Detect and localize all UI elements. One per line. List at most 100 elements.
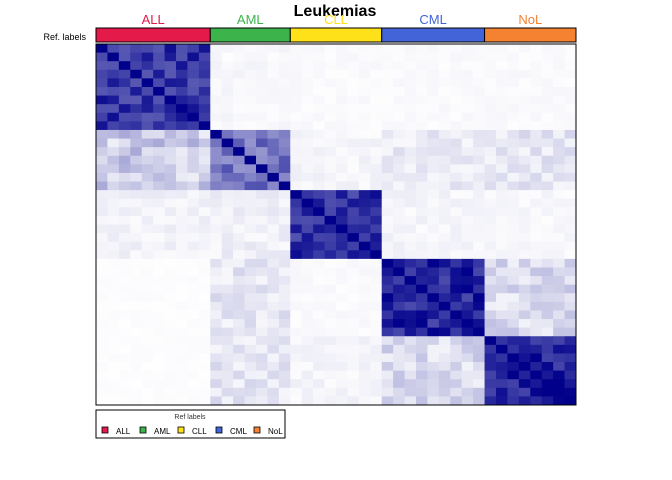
heatmap-cell xyxy=(336,370,348,380)
heatmap-cell xyxy=(118,284,131,294)
heatmap-cell xyxy=(496,336,508,346)
heatmap-cell xyxy=(233,250,245,260)
heatmap-cell xyxy=(507,250,520,260)
heatmap-cell xyxy=(461,121,474,131)
heatmap-cell xyxy=(324,61,337,71)
heatmap-cell xyxy=(427,301,440,311)
heatmap-cell xyxy=(530,336,543,346)
heatmap-cell xyxy=(278,95,291,105)
group-bar-aml xyxy=(209,27,291,43)
heatmap-cell xyxy=(313,95,325,105)
heatmap-cell xyxy=(496,327,508,337)
heatmap-cell xyxy=(450,387,463,397)
heatmap-cell xyxy=(267,370,280,380)
heatmap-cell xyxy=(267,241,280,251)
heatmap-cell xyxy=(187,353,200,363)
heatmap-cell xyxy=(96,69,108,79)
heatmap-cell xyxy=(301,52,314,62)
heatmap-cell xyxy=(450,344,463,354)
heatmap-cell xyxy=(290,250,303,260)
heatmap-cell xyxy=(301,104,314,114)
heatmap-cell xyxy=(358,78,371,88)
heatmap-cell xyxy=(518,233,531,243)
heatmap-cell xyxy=(370,370,383,380)
heatmap-cell xyxy=(553,387,565,397)
heatmap-cell xyxy=(164,44,177,53)
heatmap-cell xyxy=(256,121,268,131)
heatmap-cell xyxy=(518,198,531,208)
heatmap-cell xyxy=(450,147,463,157)
heatmap-cell xyxy=(256,52,268,62)
heatmap-cell xyxy=(347,69,360,79)
heatmap-cell xyxy=(496,44,508,53)
heatmap-cell xyxy=(278,129,291,139)
heatmap-cell xyxy=(313,172,325,182)
heatmap-cell xyxy=(438,61,451,71)
heatmap-cell xyxy=(96,95,108,105)
heatmap-cell xyxy=(358,233,371,243)
heatmap-cell xyxy=(427,138,440,148)
heatmap-cell xyxy=(301,301,314,311)
heatmap-cell xyxy=(496,181,508,191)
heatmap-cell xyxy=(381,198,394,208)
heatmap-cell xyxy=(393,138,405,148)
heatmap-cell xyxy=(130,353,143,363)
heatmap-cell xyxy=(484,104,497,114)
heatmap-cell xyxy=(358,258,371,268)
heatmap-cell xyxy=(450,78,463,88)
heatmap-cell xyxy=(473,336,485,346)
heatmap-cell xyxy=(404,336,417,346)
heatmap-cell xyxy=(404,258,417,268)
heatmap-cell xyxy=(381,164,394,174)
heatmap-cell xyxy=(393,267,405,277)
heatmap-cell xyxy=(244,52,257,62)
heatmap-cell xyxy=(427,104,440,114)
heatmap-cell xyxy=(210,336,223,346)
heatmap-cell xyxy=(210,353,223,363)
heatmap-cell xyxy=(427,379,440,389)
heatmap-cell xyxy=(290,129,303,139)
heatmap-cell xyxy=(164,52,177,62)
heatmap-cell xyxy=(347,147,360,157)
heatmap-cell xyxy=(221,233,234,243)
heatmap-cell xyxy=(267,164,280,174)
heatmap-cell xyxy=(381,284,394,294)
heatmap-cell xyxy=(153,147,165,157)
heatmap-cell xyxy=(438,181,451,191)
heatmap-cell xyxy=(176,362,188,372)
heatmap-cell xyxy=(427,61,440,71)
heatmap-cell xyxy=(256,112,268,122)
heatmap-cell xyxy=(244,121,257,131)
heatmap-cell xyxy=(324,172,337,182)
heatmap-cell xyxy=(96,224,108,234)
heatmap-cell xyxy=(416,164,428,174)
heatmap-cell xyxy=(176,69,188,79)
heatmap-cell xyxy=(221,319,234,329)
heatmap-cell xyxy=(473,121,485,131)
heatmap-cell xyxy=(164,396,177,406)
heatmap-cell xyxy=(210,112,223,122)
heatmap-cell xyxy=(347,129,360,139)
heatmap-cell xyxy=(153,344,165,354)
heatmap-cell xyxy=(381,379,394,389)
heatmap-cell xyxy=(118,172,131,182)
heatmap-cell xyxy=(198,198,211,208)
heatmap-cell xyxy=(564,112,577,122)
heatmap-cell xyxy=(118,319,131,329)
heatmap-cell xyxy=(244,301,257,311)
heatmap-cell xyxy=(496,379,508,389)
heatmap-cell xyxy=(153,129,165,139)
heatmap-cell xyxy=(141,190,154,200)
heatmap-cell xyxy=(358,396,371,406)
heatmap-cell xyxy=(473,190,485,200)
heatmap-cell xyxy=(176,198,188,208)
heatmap-cell xyxy=(278,258,291,268)
heatmap-cell xyxy=(313,138,325,148)
heatmap-cell xyxy=(118,258,131,268)
group-bar-cml xyxy=(381,27,486,43)
heatmap-cell xyxy=(507,284,520,294)
heatmap-cell xyxy=(416,198,428,208)
heatmap-cell xyxy=(324,293,337,303)
heatmap-cell xyxy=(164,344,177,354)
heatmap-cell xyxy=(438,198,451,208)
